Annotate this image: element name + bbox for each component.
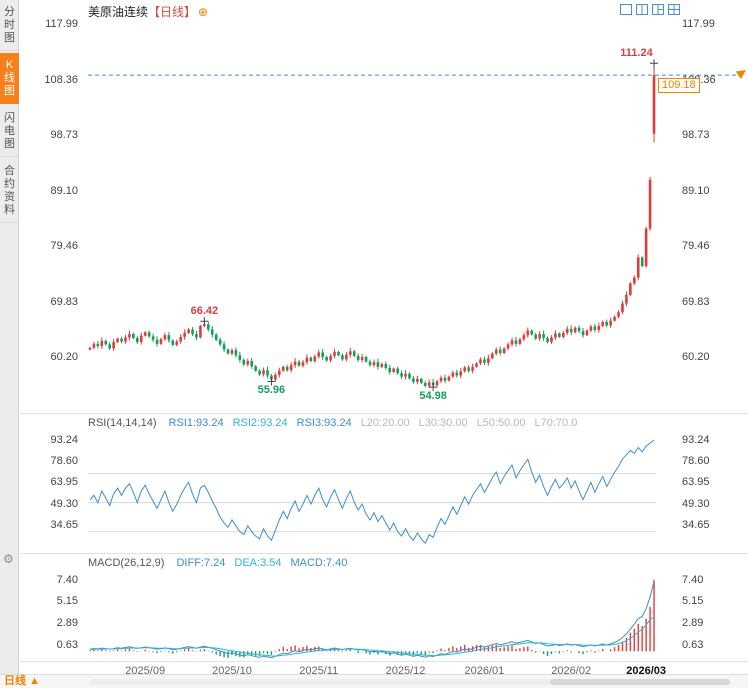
price-annotation: 66.42 xyxy=(190,305,219,318)
y-axis-tick-left: 117.99 xyxy=(45,18,78,31)
rsi-tick-right: 63.95 xyxy=(682,476,710,489)
macd-dea-line xyxy=(89,616,655,657)
y-axis-tick-left: 79.46 xyxy=(50,240,78,253)
macd-tick-left: 5.15 xyxy=(56,595,78,608)
extreme-marker xyxy=(429,383,438,392)
rsi-tick-right: 34.65 xyxy=(682,518,710,531)
y-axis-tick-right: 69.83 xyxy=(682,295,710,308)
indicator-legend-item: L70:70.0 xyxy=(534,417,578,429)
extreme-marker xyxy=(650,59,659,68)
sidebar-item-label: K线图 xyxy=(4,59,15,97)
trend-arrow-icon: ▶ xyxy=(733,63,748,81)
rsi-tick-left: 63.95 xyxy=(50,476,78,489)
macd-histogram xyxy=(89,579,655,658)
y-axis-tick-left: 89.10 xyxy=(50,184,78,197)
indicator-legend-item: L30:30.00 xyxy=(418,417,468,429)
y-axis-tick-right: 117.99 xyxy=(682,18,715,31)
rsi-tick-left: 49.30 xyxy=(50,497,78,510)
settings-gear-icon[interactable]: ⚙ xyxy=(3,552,14,566)
macd-diff-line xyxy=(89,581,655,659)
y-axis-tick-right: 60.20 xyxy=(682,351,710,364)
sidebar-item-label: 闪电图 xyxy=(4,112,15,150)
bottom-bar: 日线 ▲ xyxy=(0,674,748,688)
macd-name: MACD(26,12,9) xyxy=(88,557,165,569)
rsi-tick-left: 78.60 xyxy=(50,455,78,468)
left-tab-strip: 分时图 K线图 闪电图 合约资料 xyxy=(0,0,19,674)
candlestick-series xyxy=(88,63,656,389)
y-axis-tick-left: 108.36 xyxy=(44,73,78,86)
y-axis-tick-right: 98.73 xyxy=(682,129,710,142)
rsi-name: RSI(14,14,14) xyxy=(88,417,157,429)
sidebar-item-time-chart[interactable]: 分时图 xyxy=(0,0,19,51)
y-axis-tick-left: 98.73 xyxy=(50,129,78,142)
period-tag: 【日线】 xyxy=(148,5,197,19)
sidebar-item-label: 分时图 xyxy=(4,6,15,44)
indicator-legend-item: RSI1:93.24 xyxy=(168,417,224,429)
rsi-indicator-header: RSI(14,14,14) RSI1:93.24 RSI2:93.24 RSI3:9… xyxy=(88,417,577,429)
macd-indicator-header: MACD(26,12,9) DIFF:7.24 DEA:3.54 MACD:7.40 xyxy=(88,557,347,569)
last-price-badge: 109.18 xyxy=(658,78,700,94)
extreme-marker xyxy=(200,317,209,326)
price-annotation: 55.96 xyxy=(257,384,286,397)
macd-tick-left: 0.63 xyxy=(56,639,78,652)
indicator-legend-item: L20:20.00 xyxy=(360,417,410,429)
y-axis-tick-right: 79.46 xyxy=(682,240,710,253)
layout-single-icon[interactable] xyxy=(620,4,632,15)
rsi-tick-left: 93.24 xyxy=(50,433,78,446)
layout-four-grid-icon[interactable] xyxy=(668,4,680,15)
layout-three-pane-icon[interactable] xyxy=(652,4,664,15)
extreme-marker xyxy=(267,377,276,386)
indicator-legend-item: RSI2:93.24 xyxy=(232,417,288,429)
layout-two-pane-icon[interactable] xyxy=(636,4,648,15)
horizontal-scrollbar[interactable] xyxy=(90,679,730,685)
add-indicator-icon[interactable]: ⊕ xyxy=(198,5,209,19)
sidebar-item-lightning-chart[interactable]: 闪电图 xyxy=(0,106,19,157)
macd-tick-left: 2.89 xyxy=(56,617,78,630)
macd-tick-left: 7.40 xyxy=(56,573,78,586)
y-axis-tick-right: 89.10 xyxy=(682,184,710,197)
indicator-legend-item: DIFF:7.24 xyxy=(176,557,226,569)
sidebar-item-label: 合约资料 xyxy=(4,165,15,216)
chart-title: 美原油连续【日线】 ⊕ xyxy=(88,3,208,20)
sidebar-item-contract-info[interactable]: 合约资料 xyxy=(0,159,19,223)
macd-tick-right: 0.63 xyxy=(682,639,704,652)
indicator-legend-item: MACD:7.40 xyxy=(290,557,348,569)
price-annotation: 111.24 xyxy=(620,47,653,60)
rsi-tick-right: 49.30 xyxy=(682,497,710,510)
macd-tick-right: 7.40 xyxy=(682,573,704,586)
price-annotation: 54.98 xyxy=(419,390,447,403)
macd-tick-right: 5.15 xyxy=(682,595,704,608)
rsi-tick-right: 78.60 xyxy=(682,455,710,468)
period-selector[interactable]: 日线 ▲ xyxy=(4,675,40,687)
indicator-legend-item: DEA:3.54 xyxy=(234,557,282,569)
y-axis-tick-left: 69.83 xyxy=(50,295,78,308)
y-axis-tick-left: 60.20 xyxy=(50,351,78,364)
sidebar-item-kline-chart[interactable]: K线图 xyxy=(0,53,19,104)
scrollbar-thumb[interactable] xyxy=(550,679,730,685)
symbol-name: 美原油连续 xyxy=(88,5,149,19)
rsi-tick-left: 34.65 xyxy=(50,518,78,531)
indicator-legend-item: RSI3:93.24 xyxy=(296,417,352,429)
y-axis-tick-right: 108.36 xyxy=(682,73,716,86)
rsi-line xyxy=(89,439,655,545)
layout-switcher xyxy=(620,4,680,15)
indicator-legend-item: L50:50.00 xyxy=(476,417,526,429)
macd-tick-right: 2.89 xyxy=(682,617,704,630)
rsi-tick-right: 93.24 xyxy=(682,433,710,446)
chevron-up-icon: ▲ xyxy=(29,675,40,687)
